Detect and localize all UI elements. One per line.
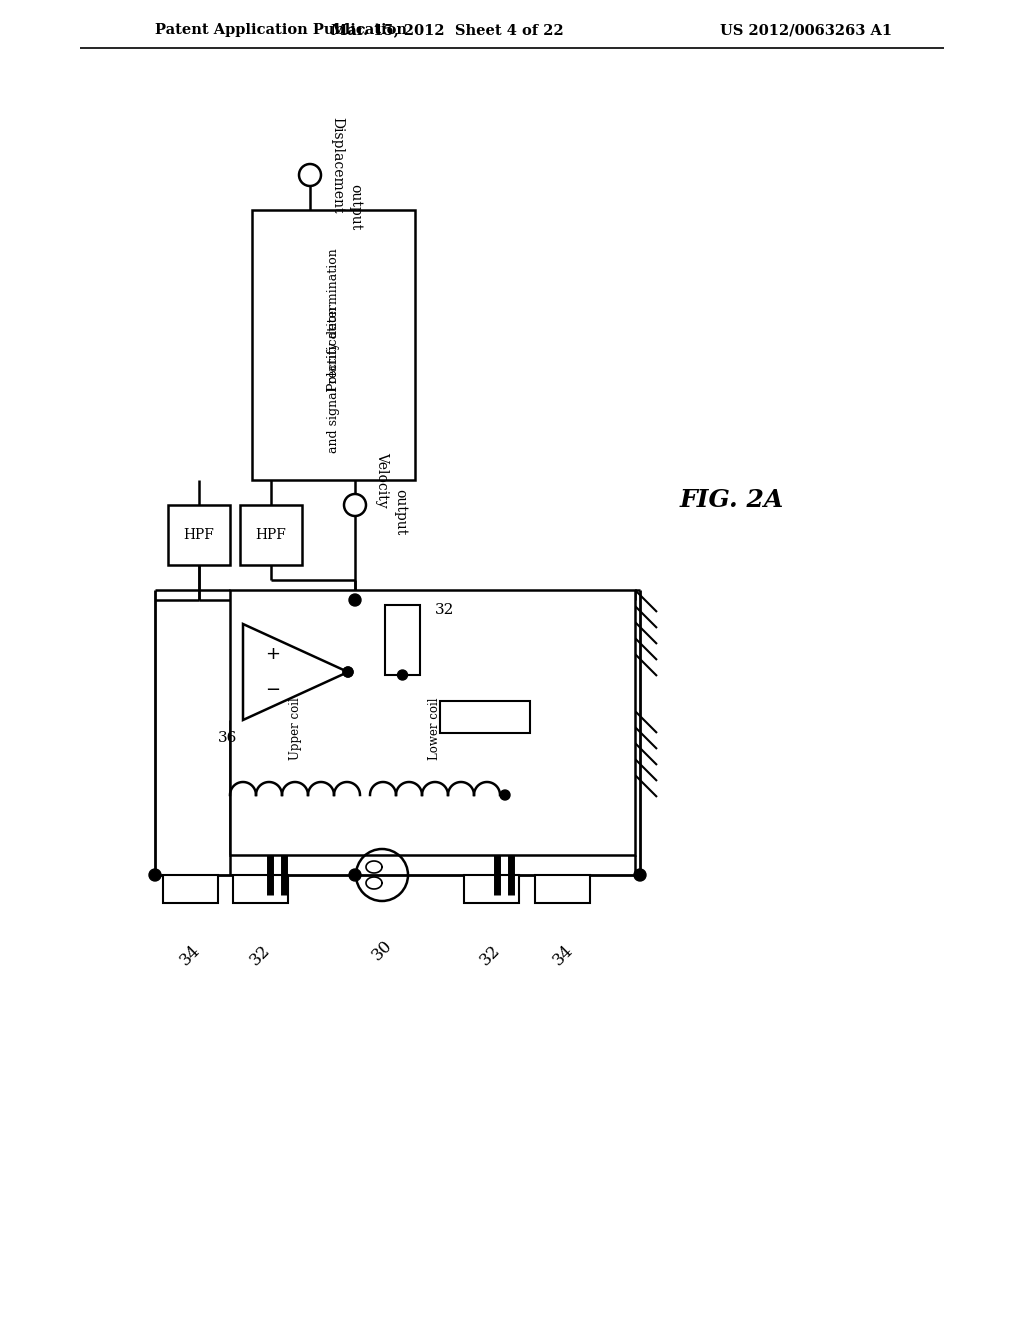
Bar <box>240 506 302 565</box>
Bar <box>163 875 218 903</box>
Circle shape <box>343 667 353 677</box>
Text: US 2012/0063263 A1: US 2012/0063263 A1 <box>720 22 892 37</box>
Text: Mar. 15, 2012  Sheet 4 of 22: Mar. 15, 2012 Sheet 4 of 22 <box>331 22 563 37</box>
Bar <box>385 605 420 675</box>
Circle shape <box>349 594 361 606</box>
Bar <box>168 506 230 565</box>
Text: output: output <box>348 183 362 230</box>
Text: Displacement: Displacement <box>330 116 344 214</box>
Text: −: − <box>265 681 281 700</box>
Text: HPF: HPF <box>183 528 214 543</box>
Text: output: output <box>393 488 407 535</box>
Circle shape <box>397 671 408 680</box>
Text: 36: 36 <box>218 731 238 744</box>
Text: 34: 34 <box>176 941 204 969</box>
Bar <box>230 590 635 855</box>
Text: Polarity determination: Polarity determination <box>327 248 340 391</box>
Text: Patent Application Publication: Patent Application Publication <box>155 22 407 37</box>
Text: and signal rectification: and signal rectification <box>327 306 340 453</box>
Bar <box>464 875 519 903</box>
Text: 32: 32 <box>247 941 273 969</box>
Bar <box>535 875 590 903</box>
Text: Upper coil: Upper coil <box>289 697 301 760</box>
Text: 34: 34 <box>550 941 577 969</box>
Circle shape <box>500 789 510 800</box>
Text: FIG. 2A: FIG. 2A <box>680 488 784 512</box>
Text: HPF: HPF <box>256 528 287 543</box>
Text: Lower coil: Lower coil <box>428 697 441 760</box>
Text: Velocity: Velocity <box>375 453 389 508</box>
Text: 32: 32 <box>435 603 455 616</box>
Circle shape <box>150 869 161 880</box>
Text: +: + <box>265 645 281 663</box>
Circle shape <box>343 667 353 677</box>
Bar <box>233 875 288 903</box>
Text: 32: 32 <box>476 941 504 969</box>
Circle shape <box>349 869 361 880</box>
Text: 30: 30 <box>369 936 395 964</box>
Circle shape <box>634 869 646 880</box>
Bar <box>440 701 530 733</box>
Bar <box>252 210 415 480</box>
